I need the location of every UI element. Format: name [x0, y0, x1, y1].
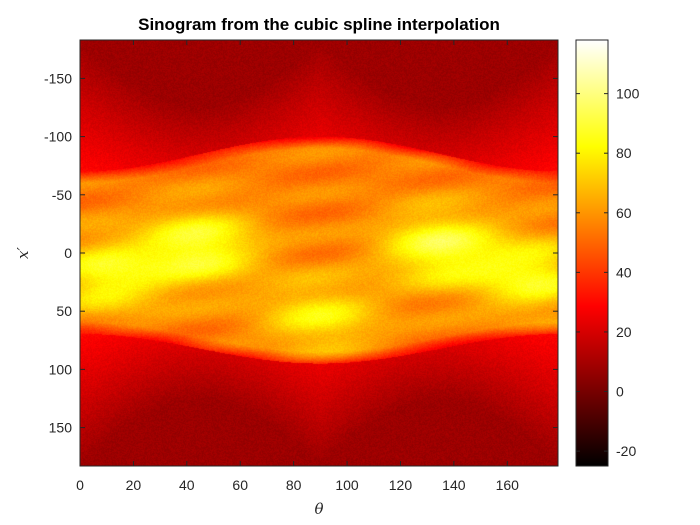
y-tick-label: 100 [49, 361, 73, 377]
x-tick-label: 20 [126, 477, 142, 493]
colorbar-axis: -20 0 20 40 60 80 100 [576, 86, 640, 459]
x-tick-label: 140 [442, 477, 466, 493]
colorbar-tick-label: 40 [616, 264, 632, 280]
colorbar-tick-label: -20 [616, 443, 636, 459]
y-tick-label: 50 [56, 303, 72, 319]
y-tick-label: -100 [44, 129, 72, 145]
x-axis-label: θ [314, 500, 323, 518]
x-tick-label: 120 [389, 477, 413, 493]
x-tick-label: 100 [335, 477, 359, 493]
colorbar-tick-label: 20 [616, 324, 632, 340]
colorbar-frame [575, 39, 609, 467]
colorbar-tick-label: 100 [616, 86, 640, 102]
x-tick-label: 80 [286, 477, 302, 493]
y-axis-label: x′ [14, 246, 32, 258]
heatmap-canvas [80, 40, 558, 466]
colorbar-tick-label: 0 [616, 384, 624, 400]
y-tick-label: 150 [49, 420, 73, 436]
x-tick-label: 160 [496, 477, 520, 493]
x-tick-label: 40 [179, 477, 195, 493]
colorbar-tick-label: 60 [616, 205, 632, 221]
y-tick-label: 0 [64, 245, 72, 261]
chart-title: Sinogram from the cubic spline interpola… [138, 15, 500, 34]
colorbar-tick-label: 80 [616, 145, 632, 161]
x-tick-label: 60 [232, 477, 248, 493]
x-tick-label: 0 [76, 477, 84, 493]
heatmap-area [80, 40, 558, 466]
y-tick-label: -150 [44, 70, 72, 86]
y-tick-label: -50 [52, 187, 72, 203]
colorbar-gradient [576, 40, 608, 466]
x-axis: 0 20 40 60 80 100 120 140 160 [76, 40, 519, 493]
y-axis: -150 -100 -50 0 50 100 150 [44, 70, 558, 436]
